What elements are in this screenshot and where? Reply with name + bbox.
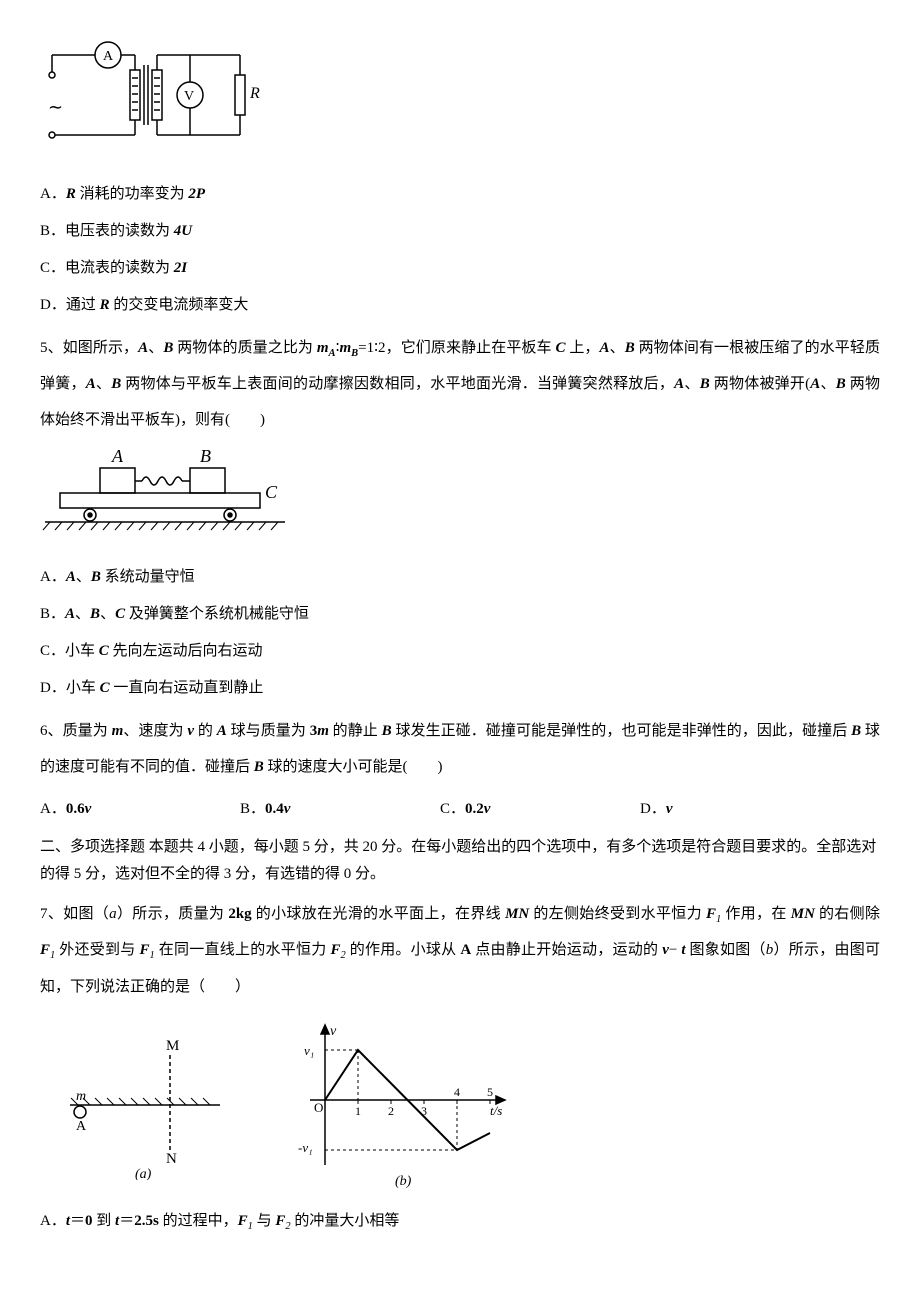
resistor-label: R bbox=[249, 85, 260, 102]
q6-text: 6、质量为 m、速度为 v 的 A 球与质量为 3m 的静止 B 球发生正碰．碰… bbox=[40, 713, 880, 785]
q7-option-a: A．t＝0 到 t＝2.5s 的过程中，F1 与 F2 的冲量大小相等 bbox=[40, 1205, 880, 1238]
q5-label-c: C bbox=[265, 482, 278, 502]
q6-options-row: A．0.6v B．0.4v C．0.2v D．v bbox=[40, 793, 880, 826]
svg-text:O: O bbox=[314, 1100, 323, 1115]
q5-option-d: D．小车 C 一直向右运动直到静止 bbox=[40, 672, 880, 705]
svg-text:t/s: t/s bbox=[490, 1103, 502, 1118]
q6-option-d: D．v bbox=[640, 793, 840, 826]
circuit-svg: ∼ A bbox=[40, 40, 260, 150]
svg-text:2: 2 bbox=[388, 1104, 394, 1118]
ammeter-label: A bbox=[103, 49, 114, 64]
svg-text:-v₁: -v₁ bbox=[298, 1140, 313, 1155]
svg-text:v: v bbox=[330, 1024, 337, 1039]
q7a-a-label: A bbox=[76, 1119, 87, 1134]
q7a-m-label: M bbox=[166, 1038, 179, 1054]
q4-circuit-figure: ∼ A bbox=[40, 40, 880, 163]
q7a-m-ball-label: m bbox=[76, 1089, 86, 1104]
q5-label-b: B bbox=[200, 448, 211, 466]
svg-text:∼: ∼ bbox=[48, 97, 63, 117]
voltmeter-label: V bbox=[184, 89, 194, 104]
q5-option-c: C．小车 C 先向左运动后向右运动 bbox=[40, 635, 880, 668]
q7-figure-a: M N m A (a) bbox=[60, 1030, 230, 1180]
q7a-n-label: N bbox=[166, 1151, 177, 1167]
q5-diagram: A B C bbox=[40, 448, 880, 546]
q6-option-b: B．0.4v bbox=[240, 793, 440, 826]
q4-option-d: D．通过 R 的交变电流频率变大 bbox=[40, 289, 880, 322]
q7-text: 7、如图（a）所示，质量为 2kg 的小球放在光滑的水平面上，在界线 MN 的左… bbox=[40, 896, 880, 1004]
q7a-caption: (a) bbox=[135, 1167, 152, 1180]
q6-option-a: A．0.6v bbox=[40, 793, 240, 826]
svg-text:5: 5 bbox=[487, 1085, 493, 1099]
q7-figure-b: v t/s O 1 2 3 4 5 v₁ -v₁ bbox=[290, 1020, 520, 1190]
q5-label-a: A bbox=[111, 448, 124, 466]
q4-option-c: C．电流表的读数为 2I bbox=[40, 252, 880, 285]
q5-text: 5、如图所示，A、B 两物体的质量之比为 mA∶mB=1∶2，它们原来静止在平板… bbox=[40, 330, 880, 438]
q4-option-b: B．电压表的读数为 4U bbox=[40, 215, 880, 248]
section2-header: 二、多项选择题 本题共 4 小题，每小题 5 分，共 20 分。在每小题给出的四… bbox=[40, 834, 880, 888]
q5-option-a: A．A、B 系统动量守恒 bbox=[40, 561, 880, 594]
q4-option-a: A．R 消耗的功率变为 2P bbox=[40, 178, 880, 211]
q6-option-c: C．0.2v bbox=[440, 793, 640, 826]
q7-figures: M N m A (a) v t/s O bbox=[60, 1020, 880, 1190]
svg-text:1: 1 bbox=[355, 1104, 361, 1118]
svg-text:v₁: v₁ bbox=[304, 1043, 314, 1058]
svg-text:4: 4 bbox=[454, 1085, 460, 1099]
q5-option-b: B．A、B、C 及弹簧整个系统机械能守恒 bbox=[40, 598, 880, 631]
q7b-caption: (b) bbox=[395, 1174, 412, 1189]
